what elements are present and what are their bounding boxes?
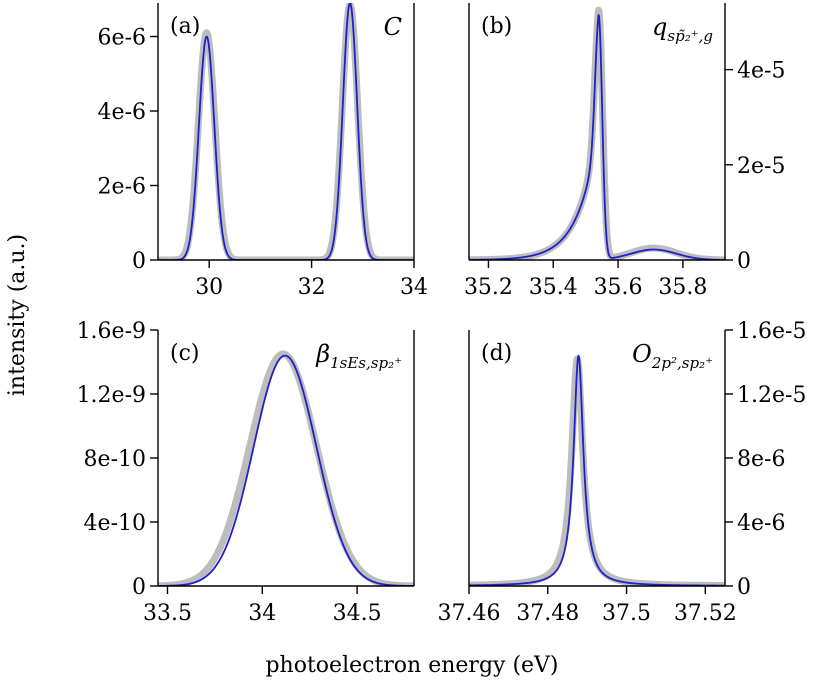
y-tick-label: 1.6e-5	[737, 319, 806, 344]
y-tick-label: 4e-5	[737, 59, 785, 84]
panel-label: (b)	[481, 14, 512, 39]
y-tick-label: 8e-10	[84, 447, 146, 472]
panel-c: 33.5 34 34.5 0 4e-10 8e-10 1.2e-9 1.6e-9 (c) β1sE…	[77, 319, 415, 626]
x-tick-label: 34.5	[333, 601, 382, 626]
panels: 30 32 34 0 2e-6 4e-6 6e-6 (a) C 35.2 35.4 35.6 35.8 0…	[77, 3, 807, 626]
y-tick-label: 4e-6	[737, 511, 785, 536]
x-axis-title: photoelectron energy (eV)	[265, 653, 558, 678]
series-reference-line	[158, 3, 414, 260]
panel-b: 35.2 35.4 35.6 35.8 0 2e-5 4e-5 (b) qsp̃₂⁺,g	[464, 3, 785, 300]
panel-title: O2p²,sp₂⁺	[632, 340, 713, 372]
y-tick-label: 1.2e-5	[737, 383, 806, 408]
x-tick-label: 37.46	[438, 601, 501, 626]
y-axis-title: intensity (a.u.)	[5, 234, 30, 396]
y-tick-label: 4e-10	[84, 511, 146, 536]
x-tick-label: 33.5	[143, 601, 192, 626]
series-reference-line	[469, 355, 725, 586]
x-tick-label: 35.4	[529, 275, 578, 300]
y-tick-label: 1.2e-9	[77, 383, 146, 408]
panel-a: 30 32 34 0 2e-6 4e-6 6e-6 (a) C	[98, 3, 428, 300]
y-tick-label: 6e-6	[98, 26, 146, 51]
panel-label: (c)	[170, 341, 200, 366]
panel-title: qsp̃₂⁺,g	[652, 13, 713, 45]
x-tick-label: 35.2	[464, 275, 513, 300]
y-tick-label: 8e-6	[737, 447, 785, 472]
panel-label: (d)	[481, 341, 512, 366]
y-tick-label: 0	[737, 249, 751, 274]
series-fit-line	[158, 3, 414, 260]
panel-title: C	[384, 13, 402, 41]
series-fit-line	[469, 14, 725, 260]
x-tick-label: 35.6	[594, 275, 643, 300]
y-tick-label: 2e-5	[737, 154, 785, 179]
x-tick-label: 32	[298, 275, 326, 300]
y-tick-label: 0	[132, 249, 146, 274]
y-tick-label: 4e-6	[98, 100, 146, 125]
x-tick-label: 30	[195, 275, 223, 300]
x-tick-label: 37.52	[674, 601, 737, 626]
y-tick-label: 0	[132, 575, 146, 600]
x-tick-label: 35.8	[658, 275, 707, 300]
x-tick-label: 37.48	[516, 601, 579, 626]
panel-label: (a)	[170, 14, 200, 39]
panel-d: 37.46 37.48 37.5 37.520 4e-6 8e-6 1.2e-5 1.6e-5…	[438, 319, 807, 626]
panel-title: β1sEs,sp₂⁺	[315, 340, 402, 372]
series-fit-line	[158, 354, 414, 586]
x-tick-label: 37.5	[602, 601, 651, 626]
series-reference-line	[158, 350, 414, 586]
x-tick-label: 34	[248, 601, 276, 626]
y-tick-label: 2e-6	[98, 175, 146, 200]
series-fit-line	[469, 354, 725, 586]
y-tick-label: 0	[737, 575, 751, 600]
x-tick-label: 34	[400, 275, 428, 300]
y-tick-label: 1.6e-9	[77, 319, 146, 344]
